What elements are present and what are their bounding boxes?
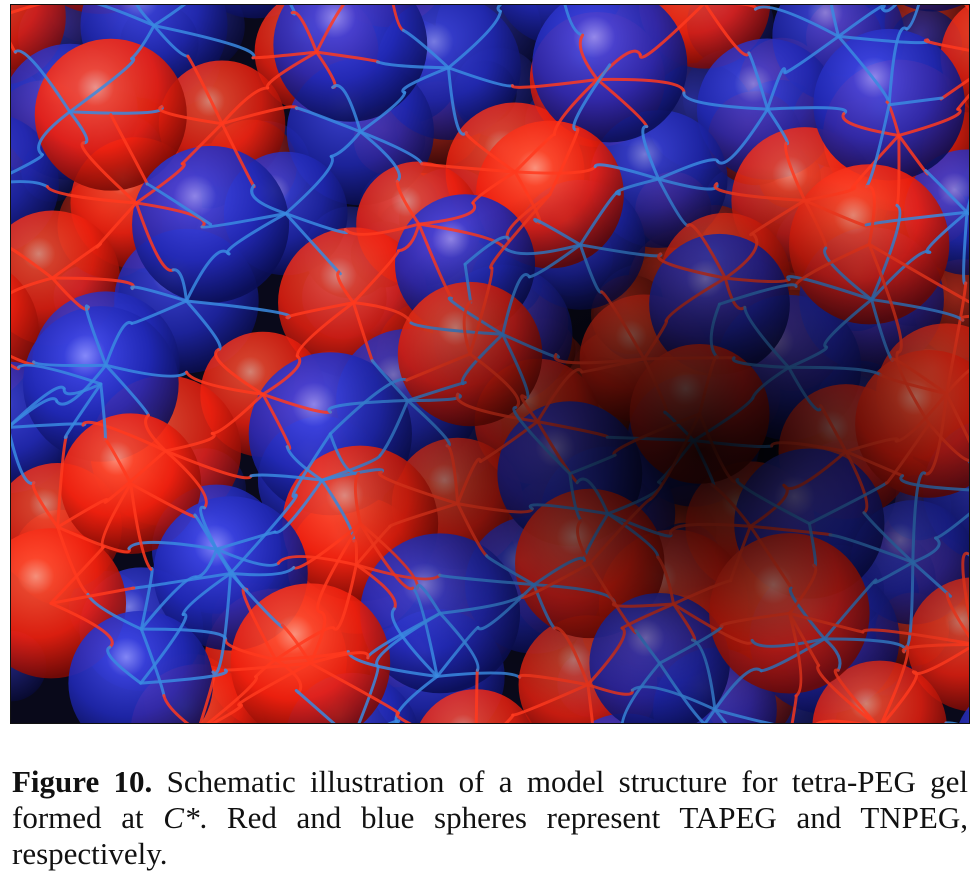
sphere-network-illustration	[11, 5, 969, 723]
caption-text-start: Schematic illustration of a model struct…	[12, 764, 969, 835]
figure-caption: Figure 10. Schematic illustration of a m…	[12, 764, 968, 872]
caption-symbol: C*	[163, 800, 200, 835]
figure-image	[10, 4, 970, 724]
caption-text-end: . Red and blue spheres represent TAPEG a…	[12, 800, 968, 871]
figure-label: Figure 10.	[12, 764, 153, 799]
